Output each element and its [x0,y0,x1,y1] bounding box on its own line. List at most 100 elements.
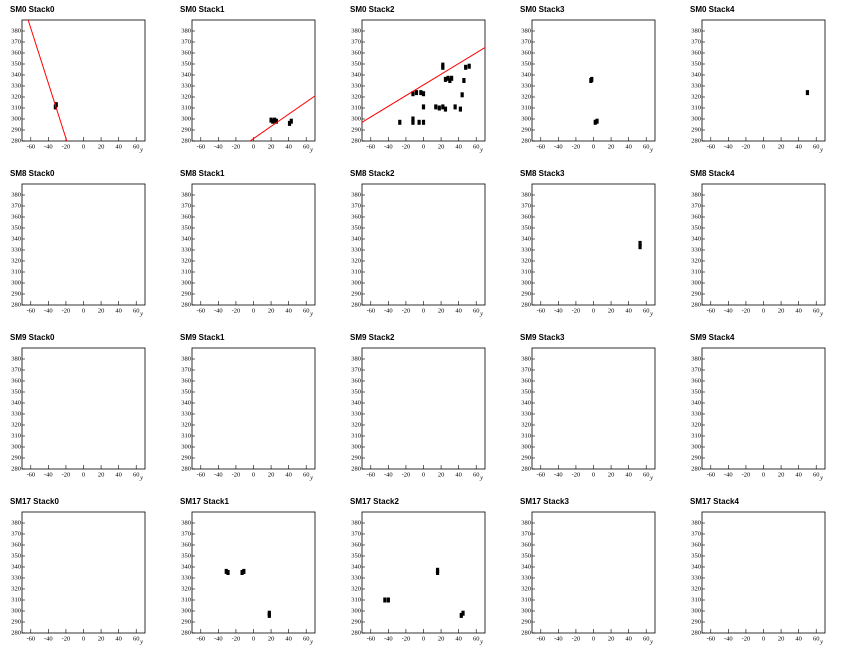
panel-title: SM17 Stack1 [180,497,229,506]
y-tick-label: 350 [691,60,701,67]
x-tick-label: 20 [98,471,105,478]
y-tick-label: 340 [351,563,361,570]
panel-title: SM8 Stack3 [520,169,565,178]
y-tick-label: 280 [521,629,531,636]
x-tick-label: 60 [133,143,140,150]
hit-point [453,104,457,110]
x-tick-label: -40 [214,143,223,150]
y-tick-label: 290 [181,126,191,133]
x-tick-label: 0 [592,635,595,642]
x-tick-label: 60 [303,307,310,314]
y-tick-label: 280 [181,629,191,636]
panel-title: SM9 Stack2 [350,333,395,342]
hit-point [437,105,441,111]
x-tick-label: 0 [252,143,255,150]
y-tick-label: 310 [181,596,191,603]
y-tick-label: 350 [181,388,191,395]
x-tick-label: 60 [303,143,310,150]
y-tick-label: 310 [351,596,361,603]
y-tick-label: 350 [351,552,361,559]
y-tick-label: 330 [351,410,361,417]
x-tick-label: -20 [402,471,411,478]
y-tick-label: 320 [351,93,361,100]
x-axis-title: y [309,474,313,481]
plot-frame [531,183,656,306]
y-tick-label: 380 [11,519,21,526]
y-tick-label: 360 [521,213,531,220]
y-tick-label: 280 [691,137,701,144]
x-tick-label: 60 [643,635,650,642]
y-tick-label: 370 [11,530,21,537]
panel: SM0 Stack0 -60 -40 -20 0 20 40 60 280 290 300 310 32… [10,5,146,153]
hit-point [267,612,271,618]
y-tick-label: 360 [11,541,21,548]
plot-frame [21,347,146,470]
y-tick-label: 380 [11,191,21,198]
x-tick-label: 40 [625,635,632,642]
x-tick-label: 60 [643,471,650,478]
x-tick-label: 20 [98,635,105,642]
x-tick-label: -20 [232,143,241,150]
y-tick-label: 380 [11,27,21,34]
y-tick-label: 370 [351,530,361,537]
x-axis-title: y [479,310,483,317]
y-tick-label: 360 [181,541,191,548]
y-tick-label: 300 [181,115,191,122]
x-tick-label: -60 [196,635,205,642]
y-tick-label: 310 [521,432,531,439]
y-tick-label: 280 [521,301,531,308]
x-tick-label: 40 [115,143,122,150]
x-tick-label: 40 [795,471,802,478]
y-tick-label: 300 [691,443,701,450]
y-tick-label: 380 [521,191,531,198]
x-tick-label: -60 [366,635,375,642]
x-tick-label: -20 [402,143,411,150]
x-tick-label: -40 [384,635,393,642]
x-tick-label: -40 [724,635,733,642]
y-tick-label: 310 [181,268,191,275]
y-tick-label: 330 [181,82,191,89]
x-tick-label: -60 [26,307,35,314]
hit-point [421,104,426,110]
plot-frame [701,183,826,306]
x-tick-label: 60 [133,471,140,478]
hit-point [638,240,642,246]
x-tick-label: 60 [643,143,650,150]
y-tick-label: 300 [11,607,21,614]
y-tick-label: 330 [351,82,361,89]
y-tick-label: 330 [691,410,701,417]
y-tick-label: 330 [691,246,701,253]
hit-point [448,78,452,83]
x-tick-label: -60 [536,635,545,642]
y-tick-label: 350 [181,552,191,559]
x-tick-label: 40 [285,143,292,150]
x-tick-label: -60 [26,143,35,150]
y-tick-label: 330 [181,574,191,581]
panel-title: SM8 Stack1 [180,169,225,178]
plot-frame [701,347,826,470]
y-tick-label: 320 [181,585,191,592]
y-tick-label: 360 [351,213,361,220]
x-tick-label: 20 [778,635,785,642]
x-axis-title: y [309,638,313,645]
panel-title: SM9 Stack4 [690,333,735,342]
panel-title: SM9 Stack1 [180,333,225,342]
y-tick-label: 340 [521,399,531,406]
y-tick-label: 320 [181,257,191,264]
x-axis-title: y [139,146,143,153]
plot-frame [531,511,656,634]
hit-point [272,117,277,123]
fit-line [27,20,68,141]
hit-point [383,597,387,603]
hit-point [417,119,421,125]
x-tick-label: 20 [438,471,445,478]
plot-frame [21,19,146,142]
x-tick-label: 20 [778,471,785,478]
hit-point [462,78,466,83]
y-tick-label: 290 [351,126,361,133]
x-tick-label: 0 [592,143,595,150]
panel: SM17 Stack3 -60 -40 -20 0 20 40 60 280 290 300 310 3… [520,497,656,645]
y-tick-label: 370 [351,38,361,45]
y-tick-label: 340 [351,71,361,78]
